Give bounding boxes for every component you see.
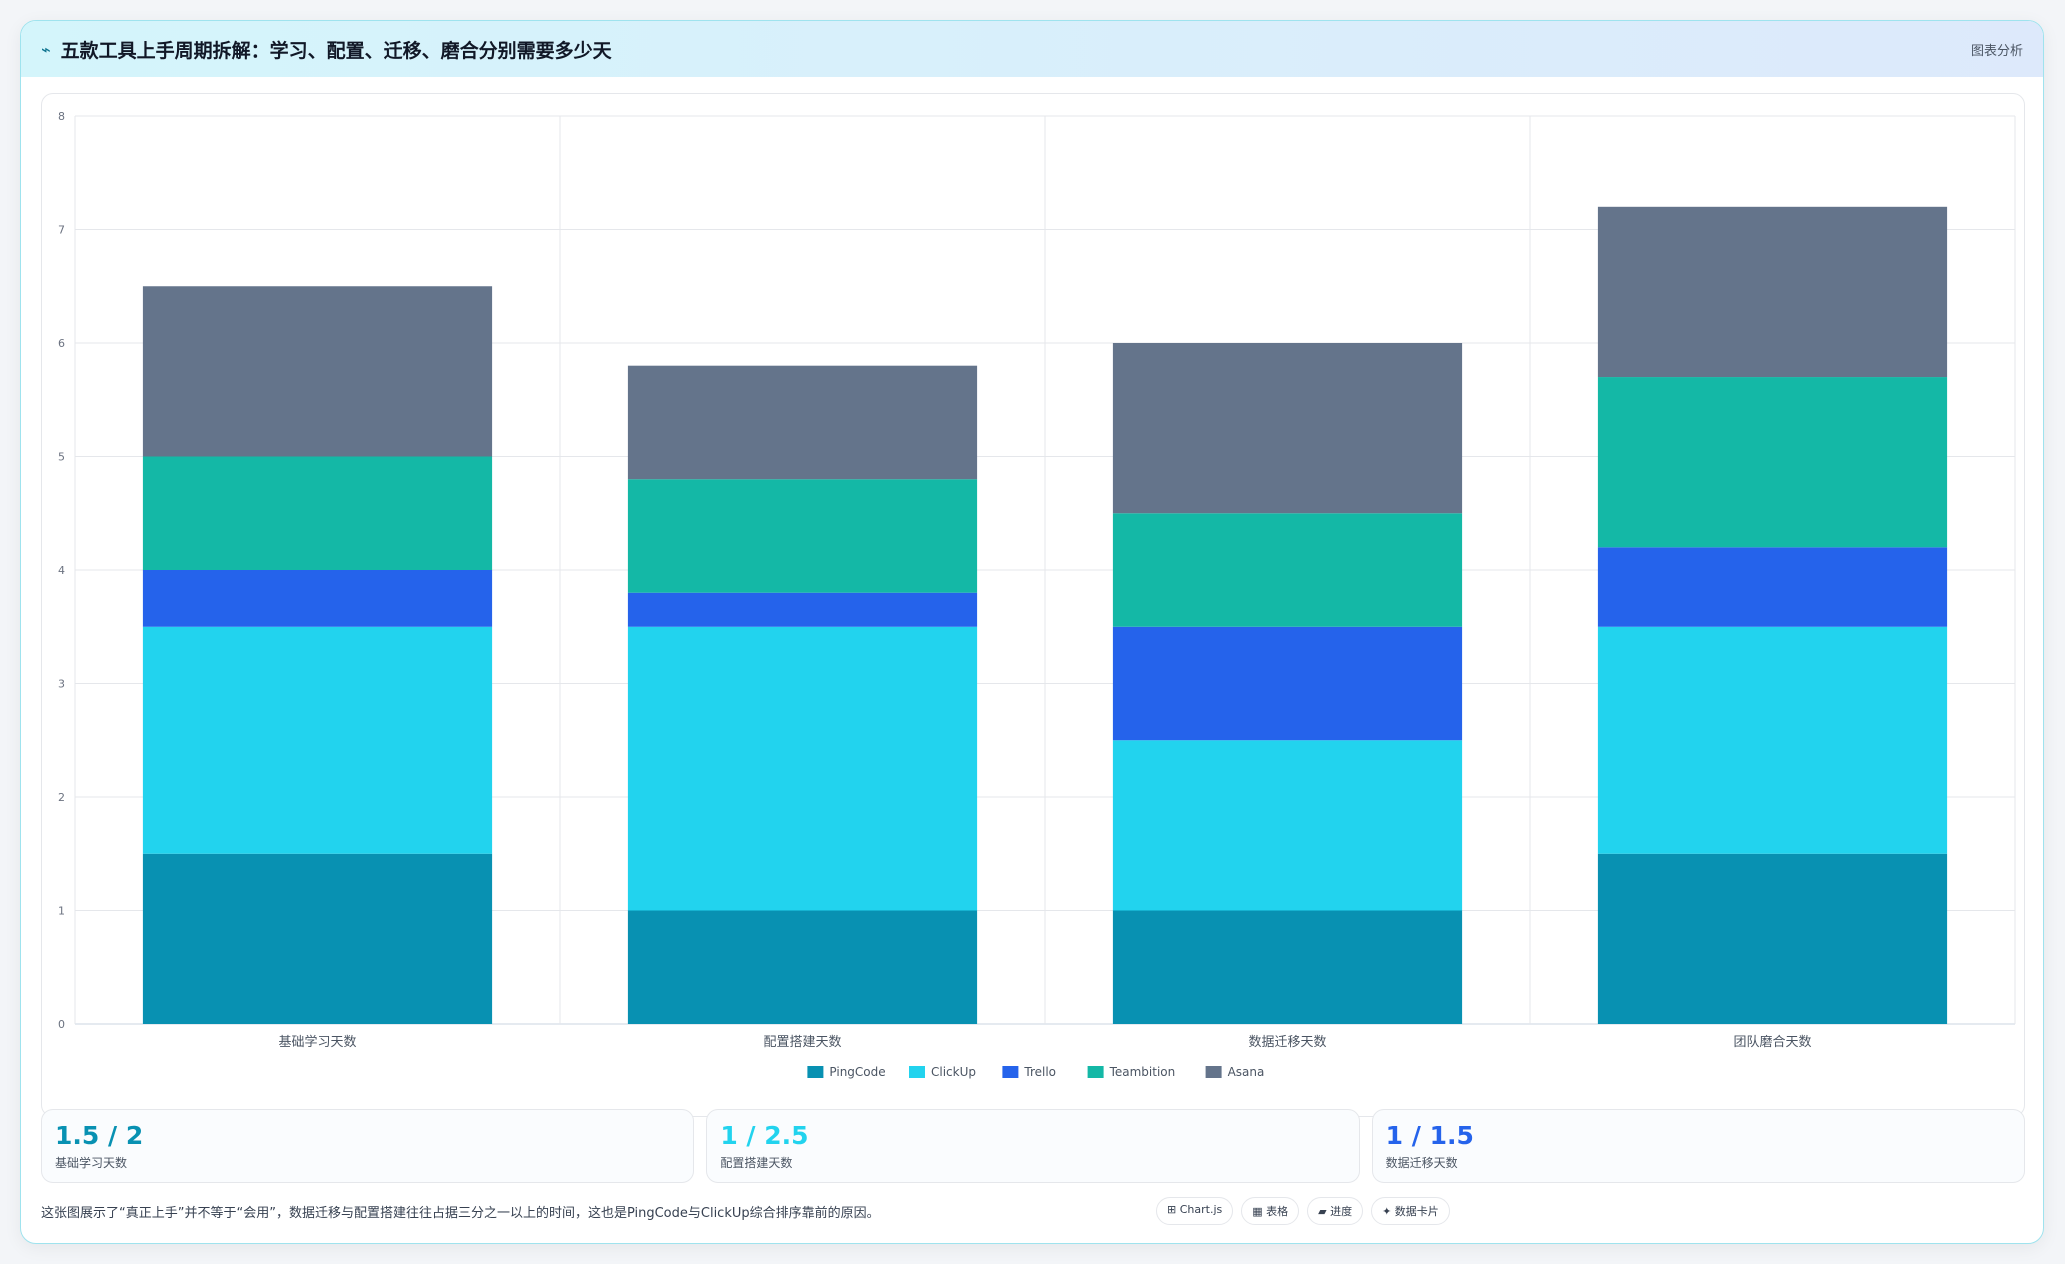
bar-segment-pingcode	[627, 910, 978, 1024]
view-pills: ⊞ Chart.js ▦ 表格 ▰ 进度 ✦ 数据卡片	[1156, 1197, 1450, 1225]
x-tick-label: 数据迁移天数	[1248, 1035, 1326, 1050]
kpi-label: 配置搭建天数	[720, 1156, 793, 1170]
legend-swatch	[807, 1066, 824, 1078]
bar-segment-trello	[1112, 626, 1463, 741]
y-tick-label: 0	[58, 1018, 65, 1031]
footer: 这张图展示了“真正上手”并不等于“会用”，数据迁移与配置搭建往往占据三分之一以上…	[41, 1191, 2025, 1231]
kpi-cards: 1.5 / 2 基础学习天数 1 / 2.5 配置搭建天数 1 / 1.5 数据…	[41, 1109, 2025, 1183]
legend-label: Trello	[1023, 1065, 1056, 1079]
kpi-value: 1.5 / 2	[55, 1121, 144, 1150]
x-tick-label: 配置搭建天数	[763, 1034, 841, 1050]
pill-progress[interactable]: ▰ 进度	[1307, 1197, 1364, 1225]
bar-segment-trello	[627, 592, 978, 627]
y-tick-label: 2	[58, 791, 65, 804]
kpi-value: 1 / 1.5	[1385, 1121, 1474, 1150]
y-tick-label: 3	[58, 678, 65, 691]
bar-segment-pingcode	[1112, 910, 1463, 1024]
y-tick-label: 8	[58, 110, 65, 123]
bar-segment-clickup	[1597, 626, 1948, 854]
legend-swatch	[909, 1066, 925, 1078]
analysis-tag: 图表分析	[1970, 43, 2023, 59]
bar-segment-asana	[1112, 343, 1463, 514]
page-title: 五款工具上手周期拆解：学习、配置、迁移、磨合分别需要多少天	[60, 39, 612, 62]
y-tick-label: 4	[58, 564, 65, 577]
bar-segment-asana	[627, 365, 978, 480]
bar-segment-pingcode	[1597, 853, 1948, 1024]
y-tick-label: 6	[58, 337, 65, 350]
bar-segment-clickup	[627, 626, 978, 911]
bar-segment-asana	[1597, 206, 1948, 378]
chart-panel: ⌁ 五款工具上手周期拆解：学习、配置、迁移、磨合分别需要多少天 图表分析 0 1 2…	[20, 20, 2044, 1244]
pill-data-cards[interactable]: ✦ 数据卡片	[1371, 1197, 1450, 1225]
footer-note: 这张图展示了“真正上手”并不等于“会用”，数据迁移与配置搭建往往占据三分之一以上…	[41, 1205, 880, 1221]
pill-table[interactable]: ▦ 表格	[1241, 1197, 1300, 1225]
bar-segment-pingcode	[142, 853, 493, 1024]
y-tick-label: 7	[58, 224, 65, 237]
chart-line-icon: ⌁	[41, 39, 51, 59]
x-tick-label: 团队磨合天数	[1733, 1035, 1811, 1050]
bar-segment-teambition	[1597, 377, 1948, 548]
kpi-card: 1 / 2.5 配置搭建天数	[706, 1109, 1360, 1183]
stacked-bar-chart: 0 1 2 3 4 5 6 7 8 基础学习天数 配置搭建天数 数据迁移天数 团队磨合天数 PingCod…	[58, 110, 2016, 1079]
kpi-label: 基础学习天数	[55, 1156, 128, 1170]
bar-segment-clickup	[142, 626, 493, 854]
legend-label: PingCode	[829, 1065, 885, 1079]
legend-swatch	[1002, 1066, 1019, 1078]
bar-segment-teambition	[1112, 513, 1463, 627]
bar-segment-clickup	[1112, 740, 1463, 911]
legend-label: ClickUp	[931, 1065, 976, 1079]
bar-segment-teambition	[627, 479, 978, 593]
y-tick-label: 1	[58, 905, 65, 918]
bar-segment-trello	[1597, 547, 1948, 627]
bar-segment-teambition	[142, 456, 493, 570]
legend-label: Asana	[1228, 1065, 1265, 1079]
y-tick-label: 5	[58, 451, 65, 464]
bar-segment-trello	[142, 570, 493, 627]
legend-label: Teambition	[1109, 1065, 1176, 1079]
kpi-label: 数据迁移天数	[1385, 1156, 1458, 1170]
legend-swatch	[1205, 1066, 1222, 1078]
panel-header: ⌁ 五款工具上手周期拆解：学习、配置、迁移、磨合分别需要多少天 图表分析	[21, 21, 2043, 77]
x-tick-label: 基础学习天数	[278, 1034, 356, 1050]
kpi-value: 1 / 2.5	[720, 1121, 809, 1150]
chart-card: 0 1 2 3 4 5 6 7 8 基础学习天数 配置搭建天数 数据迁移天数 团队磨合天数 PingCod…	[41, 93, 2025, 1117]
kpi-card: 1 / 1.5 数据迁移天数	[1371, 1109, 2025, 1183]
pill-chartjs[interactable]: ⊞ Chart.js	[1156, 1197, 1234, 1225]
legend-swatch	[1087, 1066, 1104, 1078]
bar-segment-asana	[142, 286, 493, 457]
kpi-card: 1.5 / 2 基础学习天数	[41, 1109, 695, 1183]
